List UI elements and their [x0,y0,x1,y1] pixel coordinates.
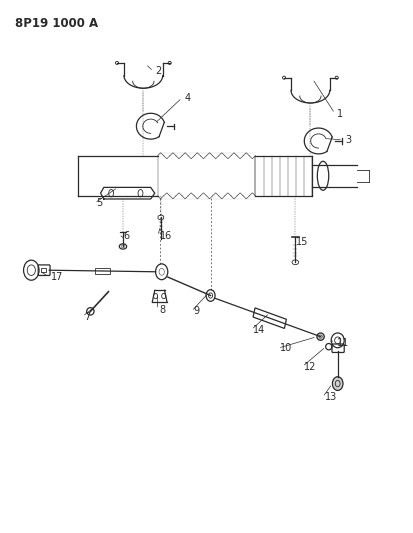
Text: 17: 17 [51,272,63,282]
Text: 1: 1 [337,109,343,118]
Text: 9: 9 [193,306,199,316]
Text: 4: 4 [184,93,190,103]
Bar [41,268,45,272]
Ellipse shape [317,333,324,341]
Text: 3: 3 [345,135,351,145]
Text: 15: 15 [296,237,309,247]
Text: 16: 16 [160,231,172,241]
Text: 5: 5 [97,198,103,208]
Text: 8P19 1000 A: 8P19 1000 A [15,17,98,30]
Bar [95,268,110,274]
Text: 10: 10 [280,343,292,353]
Text: 11: 11 [337,338,349,348]
Text: 12: 12 [304,362,317,372]
Bar [253,308,287,328]
Text: 14: 14 [253,325,266,335]
Text: 8: 8 [160,305,166,315]
Text: 2: 2 [156,66,162,76]
Text: 6: 6 [123,231,129,241]
Ellipse shape [332,377,343,391]
Text: 7: 7 [84,312,90,321]
Text: 13: 13 [325,392,337,402]
